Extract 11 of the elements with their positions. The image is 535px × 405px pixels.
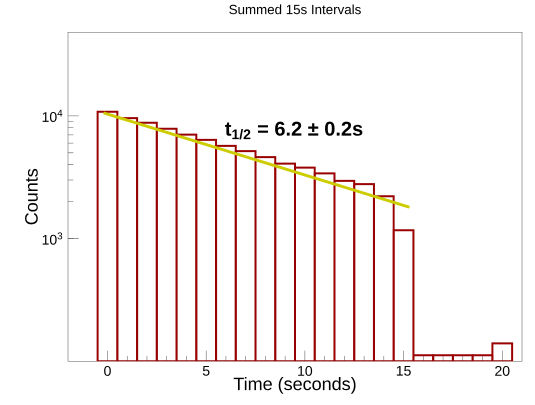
x-tick-label: 5: [202, 366, 210, 376]
x-tick-label: 0: [104, 366, 111, 376]
y-axis-title: Counts: [25, 168, 38, 224]
x-tick-label: 20: [495, 366, 510, 376]
x-tick-label: 15: [396, 366, 411, 376]
y-tick-label: 10$^{3}$: [42, 232, 62, 245]
x-axis-title: Time (seconds): [234, 376, 356, 394]
text: t$_{1/2}$ = 6.2 ± 0.2s: [225, 122, 362, 140]
y-tick-label: 10$^{4}$: [42, 110, 62, 122]
chart-title: Summed 15s Intervals: [229, 4, 361, 14]
x-tick-label: 10: [298, 366, 312, 376]
